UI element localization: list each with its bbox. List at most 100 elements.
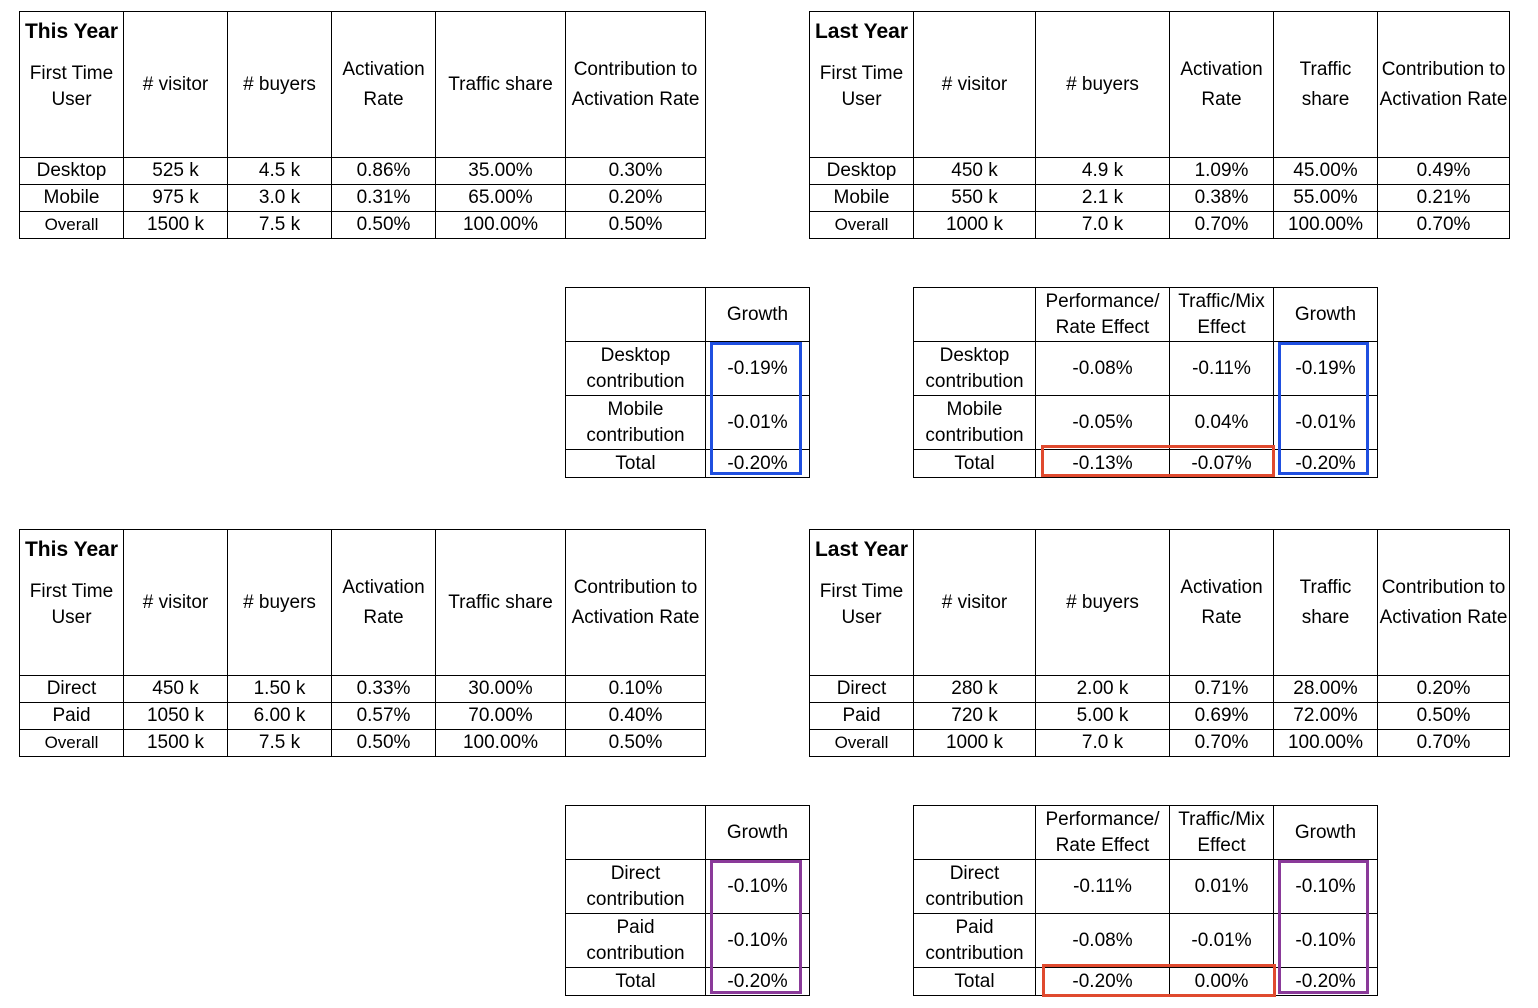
row-label: Desktop contribution xyxy=(565,341,706,396)
buyers-header: # buyers xyxy=(227,529,332,676)
row-label: Mobile xyxy=(19,184,124,212)
buyers-cell: 7.0 k xyxy=(1035,729,1170,757)
performance-cell: -0.08% xyxy=(1035,913,1170,968)
table-row: Mobile 550 k 2.1 k 0.38% 55.00% 0.21% xyxy=(809,184,1510,212)
visitor-cell: 450 k xyxy=(913,157,1036,185)
device-decomp-growth-highlight xyxy=(1278,342,1369,475)
buyers-cell: 1.50 k xyxy=(227,675,332,703)
visitor-cell: 975 k xyxy=(123,184,228,212)
row-label: Total xyxy=(913,449,1036,478)
buyers-header: # buyers xyxy=(1035,529,1170,676)
table-row: Mobile 975 k 3.0 k 0.31% 65.00% 0.20% xyxy=(19,184,706,212)
visitor-cell: 1050 k xyxy=(123,702,228,730)
first-time-user-label: First Time User xyxy=(29,63,114,110)
buyers-cell: 2.00 k xyxy=(1035,675,1170,703)
buyers-cell: 7.5 k xyxy=(227,729,332,757)
visitor-header: # visitor xyxy=(123,529,228,676)
rate-cell: 0.86% xyxy=(331,157,436,185)
growth-cell: -0.10% xyxy=(705,859,810,914)
share-cell: 55.00% xyxy=(1273,184,1378,212)
row-label: Direct contribution xyxy=(913,859,1036,914)
mix-cell: 0.00% xyxy=(1169,967,1274,996)
contrib-cell: 0.21% xyxy=(1377,184,1510,212)
activation-rate-header: Activation Rate xyxy=(331,529,436,676)
visitor-cell: 550 k xyxy=(913,184,1036,212)
visitor-header: # visitor xyxy=(913,529,1036,676)
contribution-header: Contribution to Activation Rate xyxy=(1377,11,1510,158)
share-cell: 65.00% xyxy=(435,184,566,212)
share-cell: 30.00% xyxy=(435,675,566,703)
buyers-cell: 4.9 k xyxy=(1035,157,1170,185)
rate-cell: 0.70% xyxy=(1169,211,1274,239)
table-row: Paid 1050 k 6.00 k 0.57% 70.00% 0.40% xyxy=(19,702,706,730)
table-row: Direct 280 k 2.00 k 0.71% 28.00% 0.20% xyxy=(809,675,1510,703)
table-row: Paid contribution -0.08% -0.01% -0.10% xyxy=(913,913,1378,968)
row-label: Paid xyxy=(19,702,124,730)
device-effect-total-highlight xyxy=(1041,445,1275,477)
empty-header-cell xyxy=(565,805,706,860)
contrib-cell: 0.70% xyxy=(1377,211,1510,239)
rate-cell: 0.33% xyxy=(331,675,436,703)
visitor-cell: 525 k xyxy=(123,157,228,185)
device-growth-highlight xyxy=(710,342,802,475)
rate-cell: 0.38% xyxy=(1169,184,1274,212)
contrib-cell: 0.50% xyxy=(1377,702,1510,730)
row-label: Overall xyxy=(19,211,124,239)
activation-rate-header: Activation Rate xyxy=(1169,529,1274,676)
row-label: Mobile contribution xyxy=(913,395,1036,450)
table-row: Desktop 450 k 4.9 k 1.09% 45.00% 0.49% xyxy=(809,157,1510,185)
device-last-year-table: Last Year First Time User # visitor # bu… xyxy=(809,11,1510,239)
row-label: Direct xyxy=(809,675,914,703)
row-label: Direct xyxy=(19,675,124,703)
table-row: Desktop contribution -0.08% -0.11% -0.19… xyxy=(913,341,1378,396)
growth-header: Growth xyxy=(705,805,810,860)
contrib-cell: 0.30% xyxy=(565,157,706,185)
row-label: Desktop xyxy=(809,157,914,185)
channel-growth-highlight xyxy=(710,860,802,994)
table-row: Paid contribution -0.10% xyxy=(565,913,810,968)
activation-rate-header: Activation Rate xyxy=(1169,11,1274,158)
table-row: Direct 450 k 1.50 k 0.33% 30.00% 0.10% xyxy=(19,675,706,703)
visitor-cell: 280 k xyxy=(913,675,1036,703)
channel-last-year-table: Last Year First Time User # visitor # bu… xyxy=(809,529,1510,757)
channel-decomposition-table: Performance/ Rate Effect Traffic/Mix Eff… xyxy=(913,805,1378,996)
visitor-cell: 1000 k xyxy=(913,729,1036,757)
growth-header: Growth xyxy=(1273,287,1378,342)
row-label: Direct contribution xyxy=(565,859,706,914)
table-row: Desktop 525 k 4.5 k 0.86% 35.00% 0.30% xyxy=(19,157,706,185)
row-label: Total xyxy=(565,449,706,478)
row-label: Paid xyxy=(809,702,914,730)
growth-cell: -0.19% xyxy=(1273,341,1378,396)
visitor-header: # visitor xyxy=(913,11,1036,158)
row-label: Overall xyxy=(809,211,914,239)
traffic-share-header: Traffic share xyxy=(1273,529,1378,676)
row-label: Desktop xyxy=(19,157,124,185)
contribution-header: Contribution to Activation Rate xyxy=(1377,529,1510,676)
share-cell: 72.00% xyxy=(1273,702,1378,730)
row-label: Overall xyxy=(809,729,914,757)
rate-cell: 0.50% xyxy=(331,211,436,239)
buyers-cell: 4.5 k xyxy=(227,157,332,185)
buyers-cell: 5.00 k xyxy=(1035,702,1170,730)
traffic-share-header: Traffic share xyxy=(1273,11,1378,158)
year-header-cell: This Year First Time User xyxy=(19,529,124,676)
rate-cell: 0.69% xyxy=(1169,702,1274,730)
growth-cell: -0.10% xyxy=(705,913,810,968)
table-row: Overall 1000 k 7.0 k 0.70% 100.00% 0.70% xyxy=(809,211,1510,239)
first-time-user-label: First Time User xyxy=(29,581,114,628)
buyers-cell: 6.00 k xyxy=(227,702,332,730)
contribution-header: Contribution to Activation Rate xyxy=(565,529,706,676)
row-label: Desktop contribution xyxy=(913,341,1036,396)
traffic-share-header: Traffic share xyxy=(435,11,566,158)
growth-cell: -0.01% xyxy=(1273,395,1378,450)
year-header-cell: Last Year First Time User xyxy=(809,11,914,158)
contrib-cell: 0.49% xyxy=(1377,157,1510,185)
performance-cell: -0.11% xyxy=(1035,859,1170,914)
channel-this-year-table: This Year First Time User # visitor # bu… xyxy=(19,529,706,757)
visitor-cell: 1500 k xyxy=(123,211,228,239)
rate-cell: 0.70% xyxy=(1169,729,1274,757)
year-header-cell: This Year First Time User xyxy=(19,11,124,158)
table-row: Mobile contribution -0.01% xyxy=(565,395,810,450)
table-row: Overall 1500 k 7.5 k 0.50% 100.00% 0.50% xyxy=(19,211,706,239)
visitor-cell: 1500 k xyxy=(123,729,228,757)
